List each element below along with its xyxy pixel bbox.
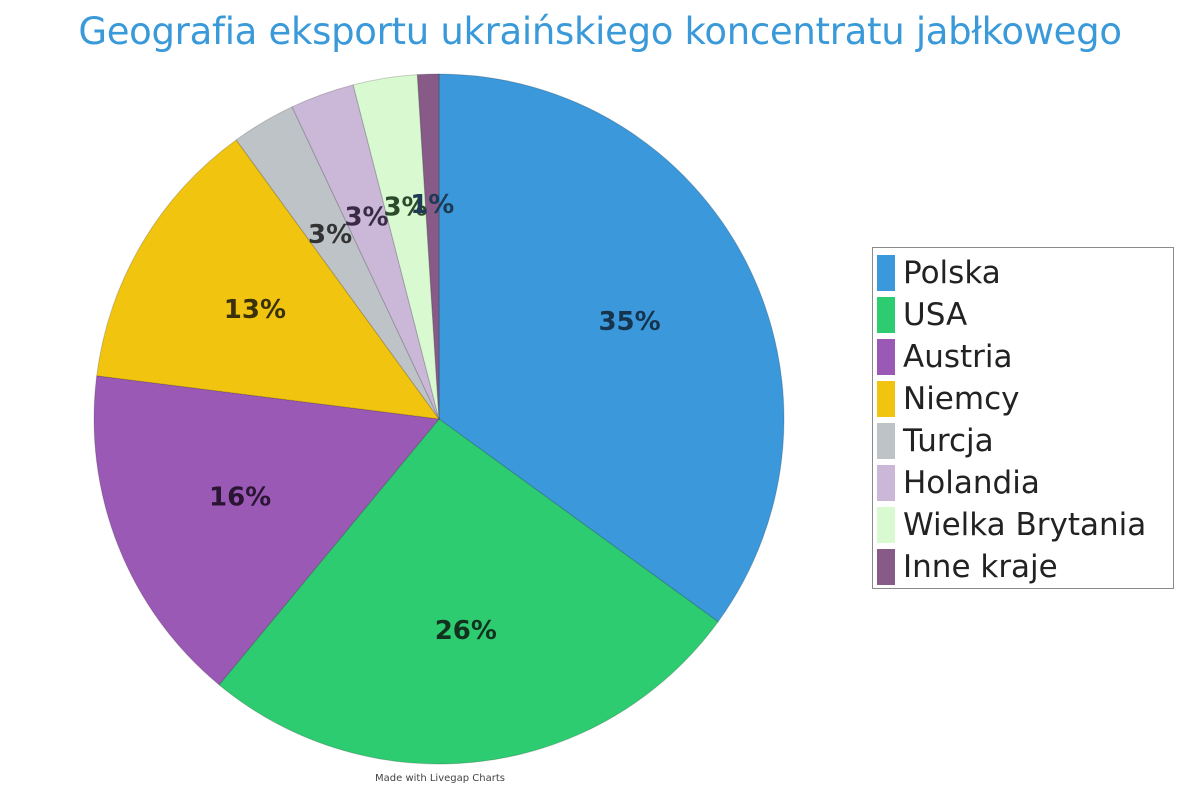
pie-slice-turcja[interactable] bbox=[235, 106, 440, 420]
legend-label: USA bbox=[903, 297, 968, 333]
legend-label: Niemcy bbox=[903, 381, 1020, 417]
legend-swatch bbox=[877, 465, 895, 501]
slice-label-austria: 16% bbox=[209, 483, 271, 513]
legend-item-holandia[interactable]: Holandia bbox=[877, 462, 1173, 504]
legend-swatch bbox=[877, 507, 895, 543]
legend-swatch bbox=[877, 549, 895, 585]
made-with-credit: Made with Livegap Charts bbox=[375, 773, 505, 784]
legend-item-niemcy[interactable]: Niemcy bbox=[877, 378, 1173, 420]
pie-slice-inne-kraje[interactable] bbox=[416, 73, 440, 420]
legend-item-austria[interactable]: Austria bbox=[877, 336, 1173, 378]
legend-swatch bbox=[877, 297, 895, 333]
legend-label: Wielka Brytania bbox=[903, 507, 1147, 543]
legend-label: Holandia bbox=[903, 465, 1040, 501]
legend-swatch bbox=[877, 423, 895, 459]
pie-slice-usa[interactable] bbox=[218, 418, 719, 765]
legend-swatch bbox=[877, 381, 895, 417]
legend-label: Polska bbox=[903, 255, 1001, 291]
chart-title: Geografia eksportu ukraińskiego koncentr… bbox=[78, 10, 1122, 53]
legend-label: Austria bbox=[903, 339, 1013, 375]
legend-item-wielka-brytania[interactable]: Wielka Brytania bbox=[877, 504, 1173, 546]
slice-label-usa: 26% bbox=[435, 616, 497, 646]
chart-legend: Polska USA Austria Niemcy Turcja Holandia Wiel… bbox=[872, 247, 1174, 589]
pie-slice-labels: 35%26%16%13%3%3%3%1% bbox=[209, 190, 661, 646]
legend-label: Inne kraje bbox=[903, 549, 1058, 585]
pie-slice-holandia[interactable] bbox=[291, 84, 440, 420]
slice-label-turcja: 3% bbox=[308, 220, 352, 250]
legend-label: Turcja bbox=[903, 423, 994, 459]
pie-slices bbox=[93, 73, 785, 765]
legend-swatch bbox=[877, 255, 895, 291]
pie-slice-niemcy[interactable] bbox=[96, 139, 441, 420]
slice-label-polska: 35% bbox=[598, 307, 660, 337]
legend-item-usa[interactable]: USA bbox=[877, 294, 1173, 336]
pie-slice-wielka-brytania[interactable] bbox=[352, 74, 440, 420]
legend-item-polska[interactable]: Polska bbox=[877, 252, 1173, 294]
slice-label-wielka-brytania: 3% bbox=[383, 193, 427, 223]
legend-item-inne-kraje[interactable]: Inne kraje bbox=[877, 546, 1173, 588]
slice-label-holandia: 3% bbox=[344, 203, 388, 233]
slice-label-inne-kraje: 1% bbox=[410, 190, 454, 220]
pie-slice-austria[interactable] bbox=[93, 375, 440, 686]
legend-swatch bbox=[877, 339, 895, 375]
legend-item-turcja[interactable]: Turcja bbox=[877, 420, 1173, 462]
pie-slice-polska[interactable] bbox=[438, 73, 785, 623]
slice-label-niemcy: 13% bbox=[224, 295, 286, 325]
